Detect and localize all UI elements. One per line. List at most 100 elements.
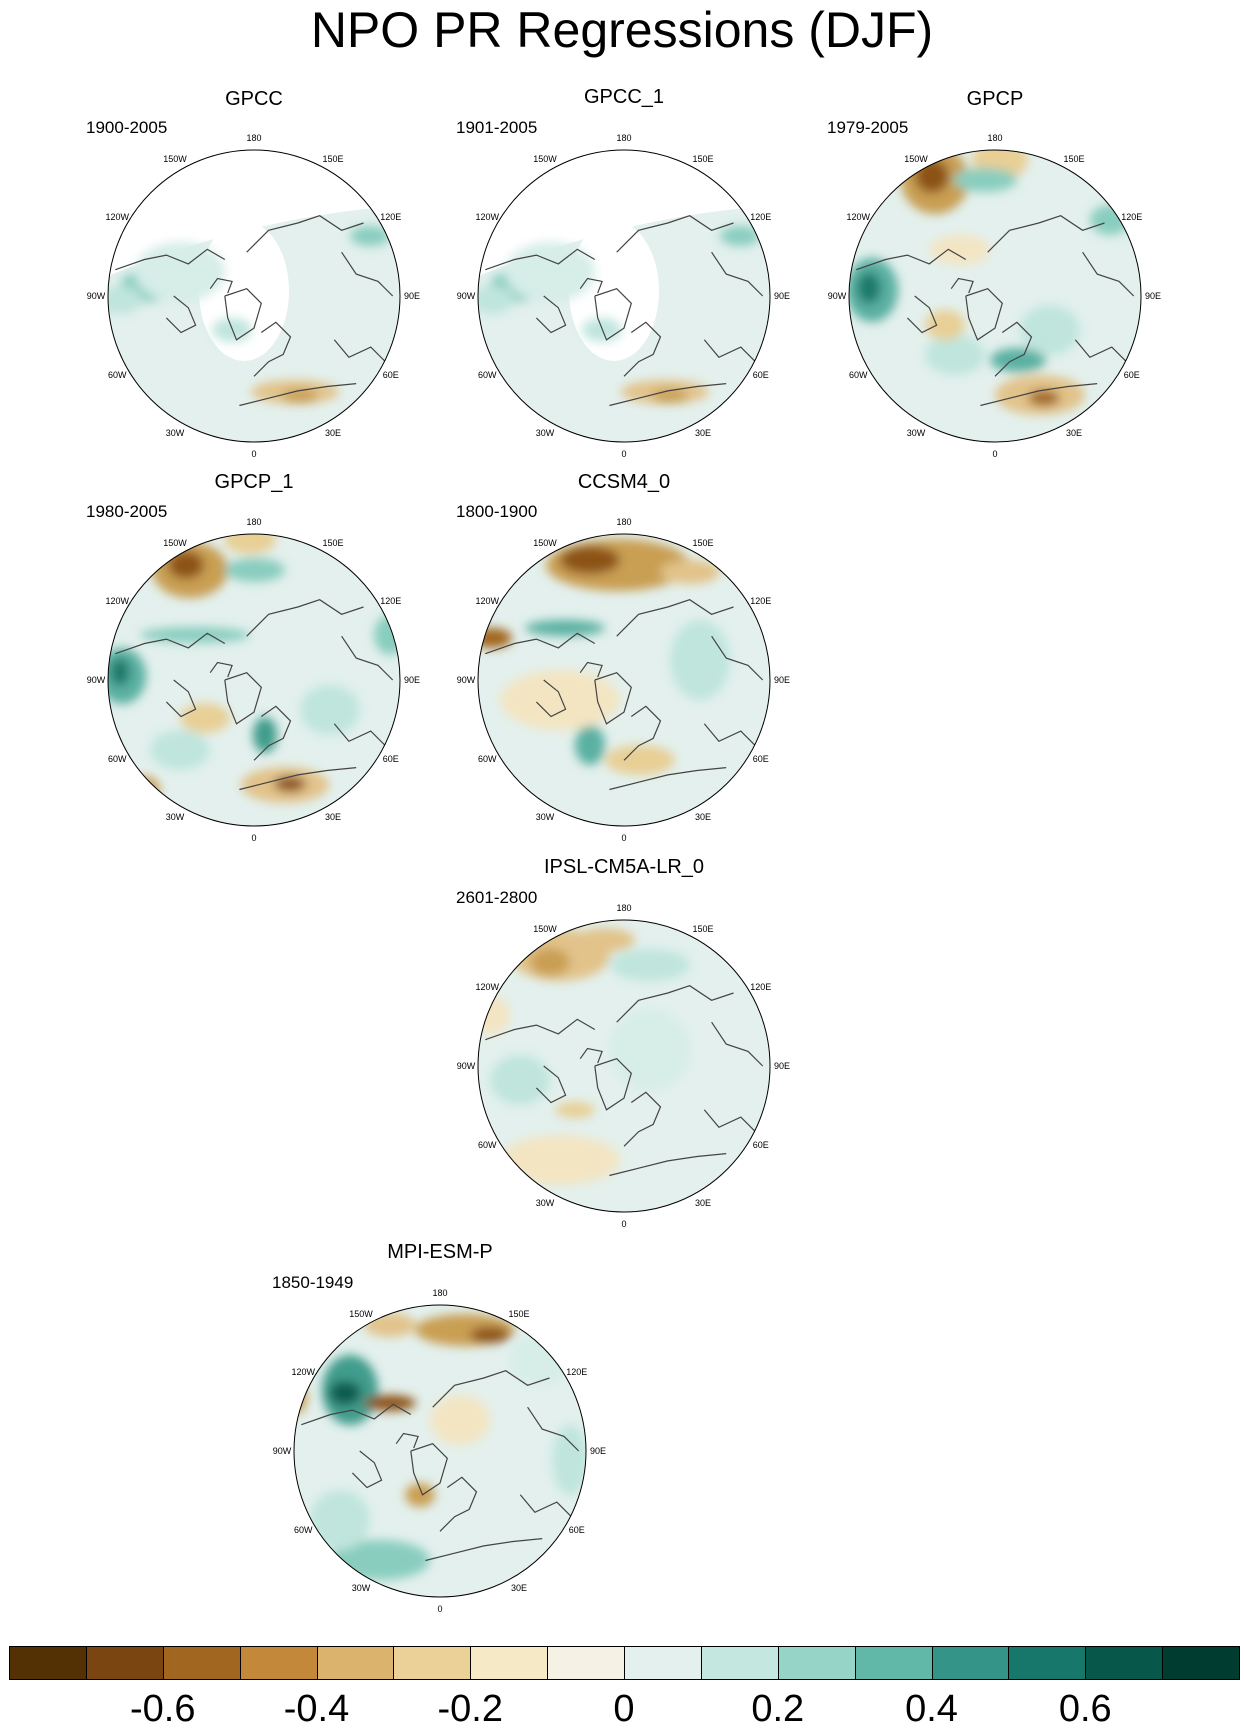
colorbar-box	[470, 1646, 549, 1680]
colorbar-box	[393, 1646, 472, 1680]
colorbar-tick-label: -0.6	[130, 1688, 196, 1730]
longitude-label: 60W	[294, 1525, 313, 1535]
longitude-label: 150E	[322, 154, 343, 164]
panel-title: GPCP	[966, 88, 1024, 110]
longitude-label: 90E	[590, 1446, 606, 1456]
coastline	[351, 1450, 383, 1489]
anomaly-contour	[530, 948, 570, 976]
anomaly-contour	[274, 776, 306, 792]
longitude-label: 180	[246, 133, 261, 143]
anomaly-contour	[490, 1055, 550, 1105]
anomaly-contour	[478, 286, 514, 314]
coastline	[579, 661, 603, 678]
longitude-label: 0	[437, 1604, 442, 1614]
longitude-label: 30E	[695, 428, 711, 438]
anomaly-contour	[575, 928, 635, 952]
map-border	[107, 149, 401, 443]
coastline	[439, 1476, 478, 1532]
coastline	[410, 1443, 448, 1496]
coastline	[519, 1494, 572, 1518]
longitude-label: 150W	[163, 154, 187, 164]
longitude-label: 60E	[1124, 370, 1140, 380]
coastline	[609, 383, 727, 407]
coastline	[987, 215, 1105, 253]
longitude-label: 30E	[511, 1583, 527, 1593]
anomaly-contour	[575, 725, 605, 765]
coastline	[209, 277, 233, 294]
coastline	[253, 705, 292, 761]
anomaly-contour	[930, 235, 990, 265]
anomaly-contour	[329, 1381, 361, 1405]
longitude-label: 150E	[692, 538, 713, 548]
longitude-label: 150E	[322, 538, 343, 548]
coastline	[485, 632, 596, 655]
longitude-label: 120E	[750, 596, 771, 606]
longitude-label: 30E	[695, 812, 711, 822]
coastline	[579, 277, 603, 294]
map-border	[477, 149, 771, 443]
longitude-label: 60W	[478, 754, 497, 764]
anomaly-contour	[300, 685, 360, 735]
panel-years: 1979-2005	[827, 118, 909, 137]
colorbar	[9, 1646, 1240, 1682]
panel-title: CCSM4_0	[577, 471, 671, 493]
anomaly-contour	[130, 776, 160, 804]
colorbar-tick-label: -0.4	[283, 1688, 350, 1730]
longitude-label: 60E	[569, 1525, 585, 1535]
coastline	[253, 321, 292, 377]
coastline	[209, 661, 233, 678]
anomaly-contour	[560, 546, 620, 574]
coastline	[224, 672, 262, 725]
longitude-label: 60W	[478, 370, 497, 380]
longitude-label: 150E	[692, 154, 713, 164]
longitude-label: 30W	[166, 812, 185, 822]
colorbar-tick-label: 0	[613, 1688, 635, 1730]
panel-title: GPCC_1	[583, 86, 665, 108]
coastline	[341, 251, 394, 297]
colorbar-box	[854, 1646, 933, 1680]
anomaly-contour	[925, 335, 985, 375]
coastline	[485, 1018, 596, 1041]
anomaly-contour	[555, 1102, 595, 1118]
longitude-label: 120E	[380, 596, 401, 606]
coastline	[301, 1403, 412, 1426]
coastline	[906, 295, 938, 334]
coastline	[1074, 339, 1127, 363]
anomaly-contour	[670, 620, 730, 700]
anomaly-contour	[225, 558, 285, 582]
panel-years: 1980-2005	[86, 502, 168, 521]
longitude-label: 0	[992, 449, 997, 459]
panel-years: 1850-1949	[272, 1273, 354, 1292]
longitude-label: 90W	[457, 1061, 476, 1071]
longitude-label: 120W	[475, 982, 499, 992]
longitude-label: 150E	[508, 1309, 529, 1319]
colorbar-box	[931, 1646, 1010, 1680]
anomaly-contour	[552, 1425, 586, 1495]
coastline	[341, 635, 394, 681]
longitude-label: 120W	[475, 212, 499, 222]
longitude-label: 30E	[695, 1198, 711, 1208]
colorbar-tick-label: 0.6	[1058, 1688, 1112, 1730]
coastline	[333, 339, 386, 363]
coastline	[594, 288, 632, 341]
polar-map: 180 150E 120E 90E 60E 30E 0 30W 60W 90W 120W 150W	[828, 133, 1161, 459]
map-panel: CCSM4_0 1800-1900 180 150E 120E 90E 60E 30E 0 30W…	[434, 471, 814, 852]
anomaly-contour	[108, 286, 142, 314]
longitude-label: 180	[432, 1288, 447, 1298]
longitude-label: 30W	[907, 428, 926, 438]
longitude-label: 120W	[475, 596, 499, 606]
longitude-label: 60W	[849, 370, 868, 380]
anomaly-contour	[478, 628, 512, 648]
anomaly-contour	[720, 226, 760, 246]
longitude-label: 60W	[108, 754, 127, 764]
colorbar-box	[624, 1646, 702, 1680]
colorbar-tick-label: 0.2	[751, 1688, 805, 1730]
anomaly-contour	[405, 1483, 435, 1507]
polar-map: 180 150E 120E 90E 60E 30E 0 30W 60W 90W 120W 150W	[457, 903, 790, 1229]
coastline	[856, 248, 967, 271]
coastline	[333, 723, 386, 747]
longitude-label: 90E	[1145, 291, 1161, 301]
longitude-label: 60W	[478, 1140, 497, 1150]
coastline	[965, 288, 1003, 341]
anomaly-contour	[505, 242, 595, 302]
